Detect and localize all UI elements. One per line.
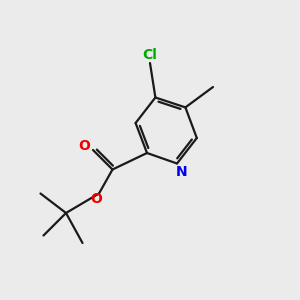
Text: N: N (176, 165, 187, 179)
Text: Cl: Cl (142, 48, 158, 62)
Text: O: O (78, 140, 90, 153)
Text: O: O (90, 192, 102, 206)
